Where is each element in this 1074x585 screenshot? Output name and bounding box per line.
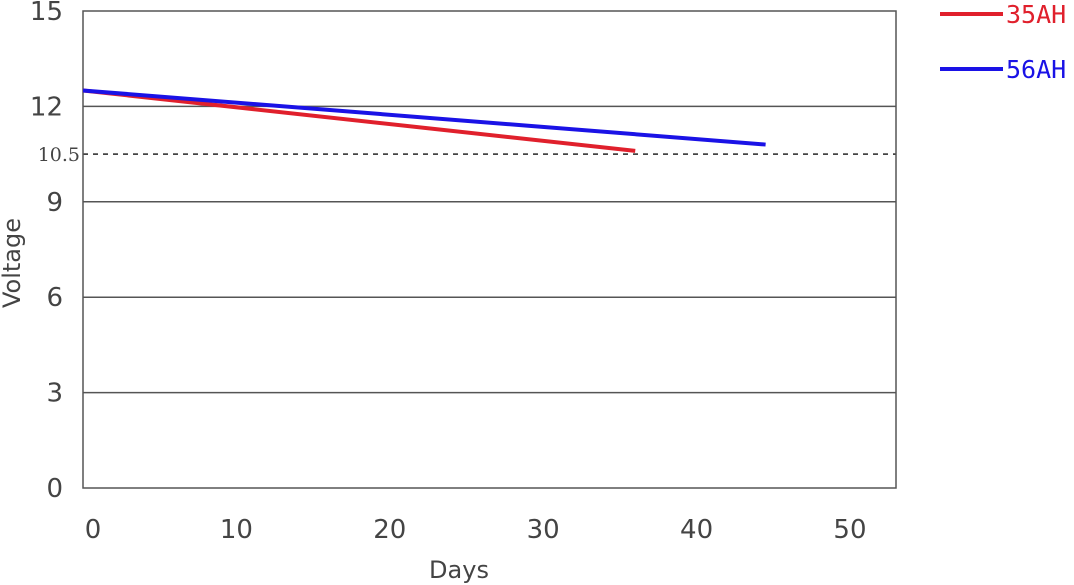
legend-label-56ah: 56AH (1006, 55, 1066, 84)
x-tick-20: 20 (373, 515, 406, 545)
y-axis-label: Voltage (0, 218, 26, 308)
y-tick-3: 3 (46, 379, 63, 409)
y-axis-ticks: 0 3 6 9 12 15 (30, 0, 63, 504)
plot-area-frame (82, 10, 897, 489)
y-tick-0: 0 (46, 474, 63, 504)
x-tick-50: 50 (833, 515, 866, 545)
gridlines (83, 105, 896, 394)
reference-line-label: 10.5 (38, 144, 80, 166)
y-tick-9: 9 (46, 188, 63, 218)
y-tick-6: 6 (46, 283, 63, 313)
x-axis-ticks: 0 10 20 30 40 50 (85, 515, 867, 545)
y-tick-12: 12 (30, 92, 63, 122)
x-tick-10: 10 (220, 515, 253, 545)
series-lines (82, 88, 766, 153)
series-line-56ah (82, 88, 766, 147)
legend-label-35ah: 35AH (1006, 0, 1066, 29)
legend: 35AH 56AH (940, 0, 1066, 84)
x-tick-40: 40 (680, 515, 713, 545)
series-line-35ah (82, 88, 636, 153)
x-tick-0: 0 (85, 515, 102, 545)
y-tick-15: 15 (30, 0, 63, 27)
x-axis-label: Days (429, 556, 489, 584)
x-tick-30: 30 (527, 515, 560, 545)
